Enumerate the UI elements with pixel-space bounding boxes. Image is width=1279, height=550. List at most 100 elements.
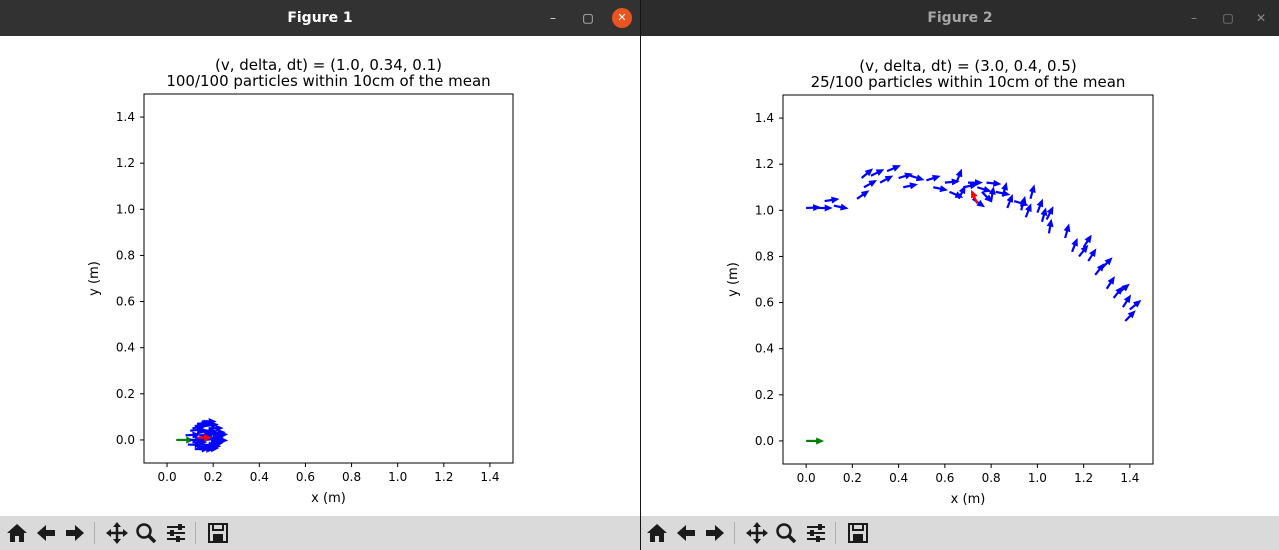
y-tick-label: 0.8 [116, 248, 135, 262]
y-tick-label: 1.4 [116, 110, 135, 124]
back-arrow-button[interactable] [673, 520, 699, 546]
plot-canvas[interactable]: (v, delta, dt) = (1.0, 0.34, 0.1)100/100… [0, 36, 640, 516]
pan-button[interactable] [104, 520, 130, 546]
x-tick-label: 1.0 [388, 470, 407, 484]
particle-arrow [1063, 223, 1071, 239]
zoom-icon [775, 522, 797, 544]
configure-subplots-button[interactable] [163, 520, 189, 546]
title-bar[interactable]: Figure 1 – ▢ ✕ [0, 0, 640, 36]
close-button[interactable]: ✕ [1255, 11, 1267, 25]
particle-arrow [1024, 203, 1032, 218]
forward-arrow-icon [704, 522, 726, 544]
chart-title: (v, delta, dt) = (3.0, 0.4, 0.5) [859, 57, 1077, 75]
x-tick-label: 0.6 [935, 471, 954, 485]
y-tick-label: 1.2 [116, 156, 135, 170]
forward-arrow-button[interactable] [62, 520, 88, 546]
axes-frame [782, 94, 1154, 465]
home-icon [646, 522, 668, 544]
maximize-button[interactable]: ▢ [582, 11, 594, 25]
navigation-toolbar [641, 516, 1279, 550]
x-tick-label: 0.8 [982, 471, 1001, 485]
x-tick-label: 0.4 [250, 470, 269, 484]
back-arrow-icon [35, 522, 57, 544]
y-tick-label: 1.0 [755, 203, 774, 217]
y-tick-label: 1.2 [755, 157, 774, 171]
particle-arrow [185, 431, 201, 439]
forward-arrow-icon [64, 522, 86, 544]
home-button[interactable] [644, 520, 670, 546]
configure-subplots-icon [805, 522, 827, 544]
navigation-toolbar [0, 516, 640, 550]
particle-arrow [824, 196, 840, 204]
mean-arrow [971, 189, 979, 204]
particle-arrow [1094, 263, 1105, 276]
close-button[interactable]: ✕ [612, 8, 632, 28]
y-tick-label: 1.4 [755, 111, 774, 125]
particle-arrow [903, 182, 918, 190]
y-tick-label: 0.2 [755, 388, 774, 402]
x-tick-label: 1.2 [434, 470, 453, 484]
save-icon [207, 522, 229, 544]
particle-arrow [856, 190, 870, 200]
x-tick-label: 0.8 [342, 470, 361, 484]
particle-arrow [1045, 206, 1054, 221]
particle-arrow [203, 445, 219, 453]
maximize-button[interactable]: ▢ [1222, 11, 1234, 25]
zoom-icon [135, 522, 157, 544]
x-axis-label: x (m) [951, 492, 986, 507]
particle-arrow [206, 430, 222, 438]
pan-icon [746, 522, 768, 544]
y-tick-label: 0.4 [755, 342, 774, 356]
title-bar[interactable]: Figure 2 – ▢ ✕ [641, 0, 1279, 36]
pan-button[interactable] [744, 520, 770, 546]
axes-frame [143, 93, 514, 464]
particle-arrow [192, 438, 208, 446]
configure-subplots-button[interactable] [803, 520, 829, 546]
x-tick-label: 0.2 [843, 471, 862, 485]
particle-arrow [1087, 248, 1097, 262]
plot-canvas[interactable]: (v, delta, dt) = (3.0, 0.4, 0.5)25/100 p… [641, 36, 1279, 516]
figure-2-window: Figure 2 – ▢ ✕ (v, delta, dt) = (3.0, 0.… [641, 0, 1279, 550]
particle-arrow [833, 203, 849, 211]
particle-arrow [933, 185, 949, 193]
save-button[interactable] [205, 520, 231, 546]
y-tick-label: 0.6 [755, 296, 774, 310]
chart-title: (v, delta, dt) = (1.0, 0.34, 0.1) [215, 56, 442, 74]
particle-arrow [898, 172, 913, 180]
particle-arrow [1101, 257, 1113, 269]
forward-arrow-button[interactable] [702, 520, 728, 546]
zoom-button[interactable] [133, 520, 159, 546]
x-axis-label: x (m) [311, 491, 346, 506]
particle-arrow [1082, 234, 1092, 248]
y-tick-label: 0.4 [116, 341, 135, 355]
y-tick-label: 0.8 [755, 249, 774, 263]
particle-arrow [806, 204, 822, 212]
start-pose-arrow [806, 437, 825, 445]
y-tick-label: 1.0 [116, 202, 135, 216]
y-axis-label: y (m) [87, 261, 102, 296]
particle-arrow [201, 417, 217, 425]
particle-arrow [926, 174, 941, 182]
chart-subtitle: 100/100 particles within 10cm of the mea… [166, 72, 490, 90]
x-tick-label: 1.4 [480, 470, 499, 484]
minimize-button[interactable]: – [1191, 11, 1197, 25]
particle-arrow [909, 174, 925, 182]
particle-arrow [1078, 244, 1089, 258]
zoom-button[interactable] [773, 520, 799, 546]
y-axis-label: y (m) [726, 262, 741, 297]
x-tick-label: 0.0 [158, 470, 177, 484]
toolbar-separator [734, 522, 735, 544]
particle-arrow [863, 180, 878, 189]
window-title: Figure 2 [927, 10, 993, 26]
particle-arrow [860, 168, 874, 179]
configure-subplots-icon [165, 522, 187, 544]
back-arrow-button[interactable] [33, 520, 59, 546]
particle-arrow [972, 197, 986, 208]
particle-arrow [213, 436, 229, 444]
particle-arrow [817, 204, 833, 212]
x-tick-label: 1.0 [1028, 471, 1047, 485]
save-button[interactable] [845, 520, 871, 546]
toolbar-separator [195, 522, 196, 544]
minimize-button[interactable]: – [550, 11, 556, 25]
home-button[interactable] [4, 520, 30, 546]
